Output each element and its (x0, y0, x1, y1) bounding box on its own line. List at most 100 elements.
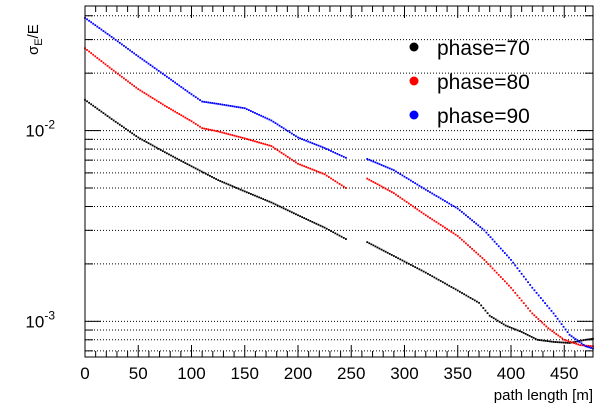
data-point (313, 143, 316, 145)
data-point (176, 157, 179, 160)
data-point (378, 184, 381, 187)
data-point (213, 102, 216, 105)
data-point (204, 172, 207, 175)
data-point (151, 97, 154, 99)
data-point (460, 238, 463, 241)
data-point (233, 105, 236, 108)
data-point (397, 171, 400, 174)
data-point (395, 256, 397, 259)
data-point (205, 101, 208, 104)
data-point (334, 232, 337, 235)
data-point (559, 336, 562, 338)
data-point (366, 241, 369, 244)
data-point (518, 270, 521, 272)
data-point (546, 340, 549, 343)
data-point (374, 245, 377, 248)
data-point (303, 217, 306, 219)
data-point (264, 116, 267, 119)
data-point (258, 113, 260, 116)
data-point (332, 231, 335, 234)
data-point (94, 24, 97, 27)
data-point (116, 40, 119, 43)
x-axis-label: path length [m] (494, 387, 593, 404)
data-point (392, 255, 395, 257)
data-point (427, 272, 429, 275)
data-point (494, 318, 497, 321)
data-point (241, 106, 244, 109)
data-point (139, 56, 142, 59)
data-point (112, 69, 115, 72)
data-point (439, 224, 442, 226)
data-point (388, 252, 391, 255)
data-point (334, 180, 337, 183)
data-point (558, 341, 561, 344)
data-point (221, 131, 224, 134)
data-point (272, 202, 275, 205)
data-point (100, 60, 103, 63)
data-point (512, 327, 515, 330)
data-point (159, 71, 162, 74)
data-point (209, 128, 212, 131)
data-point (123, 77, 125, 80)
data-point (102, 30, 105, 32)
axis-ticks: 10-310-20 50 100 150 200 250 300 350 400 450 (25, 6, 593, 383)
data-point (252, 139, 254, 142)
data-point (407, 178, 410, 181)
data-point (403, 260, 406, 263)
data-point (448, 202, 451, 205)
data-point (485, 261, 488, 263)
data-point (582, 339, 585, 342)
data-point (159, 149, 162, 151)
data-point (452, 287, 455, 290)
data-point (149, 95, 152, 98)
data-point (572, 336, 575, 339)
x-tick-label: 50 (129, 364, 148, 383)
data-point (495, 271, 498, 274)
data-point (284, 154, 287, 157)
data-point (321, 146, 324, 149)
data-point (340, 184, 343, 187)
data-point (345, 156, 347, 159)
data-point (288, 210, 291, 213)
data-point (129, 130, 131, 133)
data-point (247, 192, 250, 194)
data-point (332, 178, 335, 181)
data-point (384, 165, 387, 168)
data-point (104, 63, 107, 66)
data-point (424, 271, 427, 274)
data-point (454, 288, 457, 291)
data-point (497, 273, 500, 276)
data-point (268, 144, 271, 147)
data-point (450, 230, 453, 233)
data-point (211, 102, 214, 104)
data-point (282, 153, 285, 156)
data-point (315, 143, 318, 146)
data-point (478, 301, 480, 304)
data-point (576, 339, 579, 342)
data-point (237, 135, 240, 138)
data-point (416, 183, 419, 186)
data-point (376, 162, 379, 165)
data-point (586, 345, 589, 348)
data-point (520, 331, 523, 333)
data-point (104, 113, 107, 116)
data-point (215, 130, 218, 132)
data-point (178, 113, 181, 115)
data-point (384, 250, 387, 253)
data-point (270, 145, 273, 147)
data-point (332, 151, 335, 153)
data-point (90, 21, 93, 24)
data-point (166, 106, 168, 108)
data-point (544, 302, 546, 305)
data-point (437, 278, 440, 281)
data-point (429, 217, 431, 219)
data-point (264, 143, 267, 146)
data-point (178, 84, 181, 87)
data-point (118, 41, 121, 44)
data-point (535, 316, 538, 319)
data-point (231, 105, 234, 108)
data-point (552, 312, 555, 315)
data-point (562, 325, 565, 328)
data-point (149, 143, 152, 146)
data-point (245, 108, 248, 111)
